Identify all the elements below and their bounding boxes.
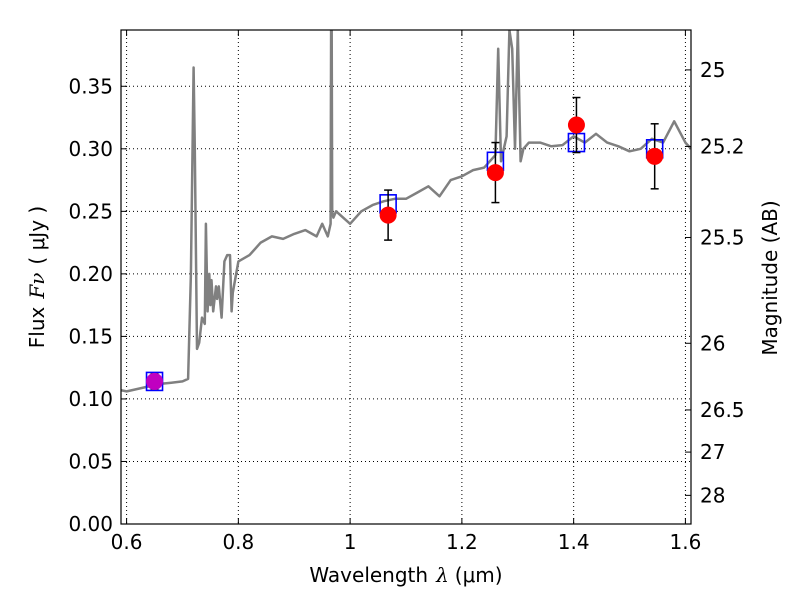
observed-point — [486, 164, 504, 182]
x-tick-label: 0.6 — [111, 530, 143, 554]
y2-tick-label: 25.5 — [700, 225, 745, 249]
observed-point — [567, 116, 585, 134]
x-tick-label: 1.6 — [670, 530, 702, 554]
y-tick-label: 0.15 — [68, 324, 113, 348]
y-axis-label: FluxFν( μJy ) — [25, 206, 49, 348]
x-tick-label: 1 — [344, 530, 357, 554]
y2-axis: 25 25.2 25.5 26 26.5 27 28 — [685, 58, 745, 507]
y2-tick-label: 27 — [700, 440, 725, 464]
y-tick-label: 0.25 — [68, 199, 113, 223]
y2-tick-label: 26.5 — [700, 398, 745, 422]
observed-point — [646, 147, 664, 165]
y2-tick-label: 26 — [700, 331, 725, 355]
y2-tick-label: 25.2 — [700, 134, 745, 158]
y-tick-label: 0.00 — [68, 512, 113, 536]
y-tick-label: 0.10 — [68, 387, 113, 411]
y-tick-label: 0.30 — [68, 137, 113, 161]
x-tick-label: 0.8 — [222, 530, 254, 554]
plot-area — [121, 30, 691, 393]
x-axis-label: Wavelength λ (μm) — [309, 563, 502, 587]
y-tick-label: 0.20 — [68, 262, 113, 286]
x-axis: 0.6 0.8 1 1.2 1.4 1.6 — [111, 30, 702, 554]
x-tick-label: 1.4 — [558, 530, 590, 554]
x-tick-label: 1.2 — [446, 530, 478, 554]
y2-tick-label: 25 — [700, 58, 725, 82]
observed-point — [146, 372, 164, 390]
y2-axis-label: Magnitude (AB) — [758, 200, 782, 355]
spectrum-line — [121, 30, 691, 393]
y-tick-label: 0.05 — [68, 449, 113, 473]
y-axis: 0.00 0.05 0.10 0.15 0.20 0.25 0.30 0.35 — [68, 74, 127, 536]
y2-tick-label: 28 — [700, 483, 725, 507]
y-tick-label: 0.35 — [68, 74, 113, 98]
plot-frame — [120, 29, 692, 525]
observed-point — [379, 206, 397, 224]
